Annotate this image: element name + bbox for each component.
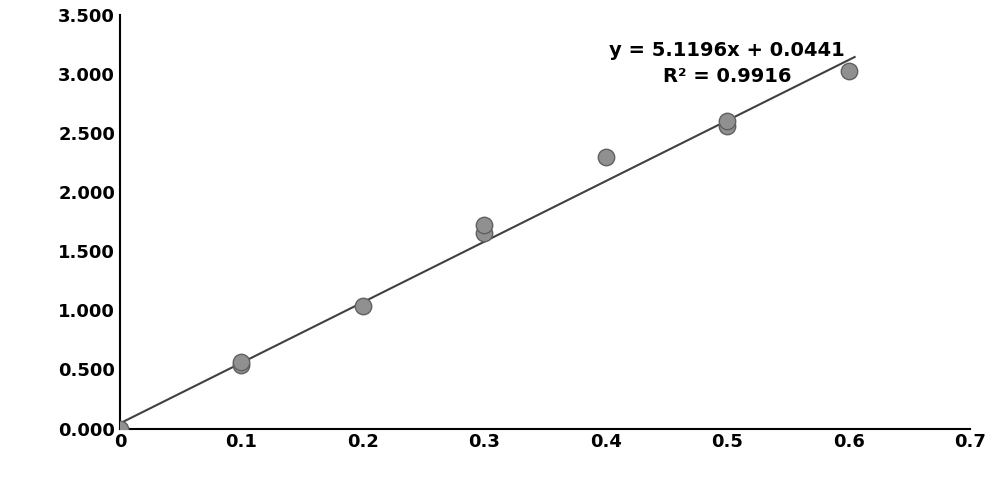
Point (233, 358, 249, 366)
Point (476, 221, 492, 229)
Point (841, 68, 857, 75)
Point (719, 122, 735, 130)
Text: y = 5.1196x + 0.0441: y = 5.1196x + 0.0441 (609, 40, 845, 59)
Point (233, 361, 249, 369)
Point (598, 152, 614, 160)
Point (476, 229, 492, 237)
Point (719, 117, 735, 125)
Point (112, 425, 128, 432)
Point (355, 301, 371, 309)
Text: R² = 0.9916: R² = 0.9916 (663, 67, 791, 86)
